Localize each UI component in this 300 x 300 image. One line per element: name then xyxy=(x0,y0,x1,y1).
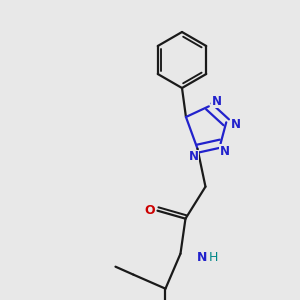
Text: N: N xyxy=(231,118,241,131)
Text: N: N xyxy=(188,150,199,163)
Text: N: N xyxy=(212,95,222,108)
Text: O: O xyxy=(144,204,155,217)
Text: H: H xyxy=(209,251,218,264)
Text: N: N xyxy=(220,145,230,158)
Text: N: N xyxy=(197,251,208,264)
